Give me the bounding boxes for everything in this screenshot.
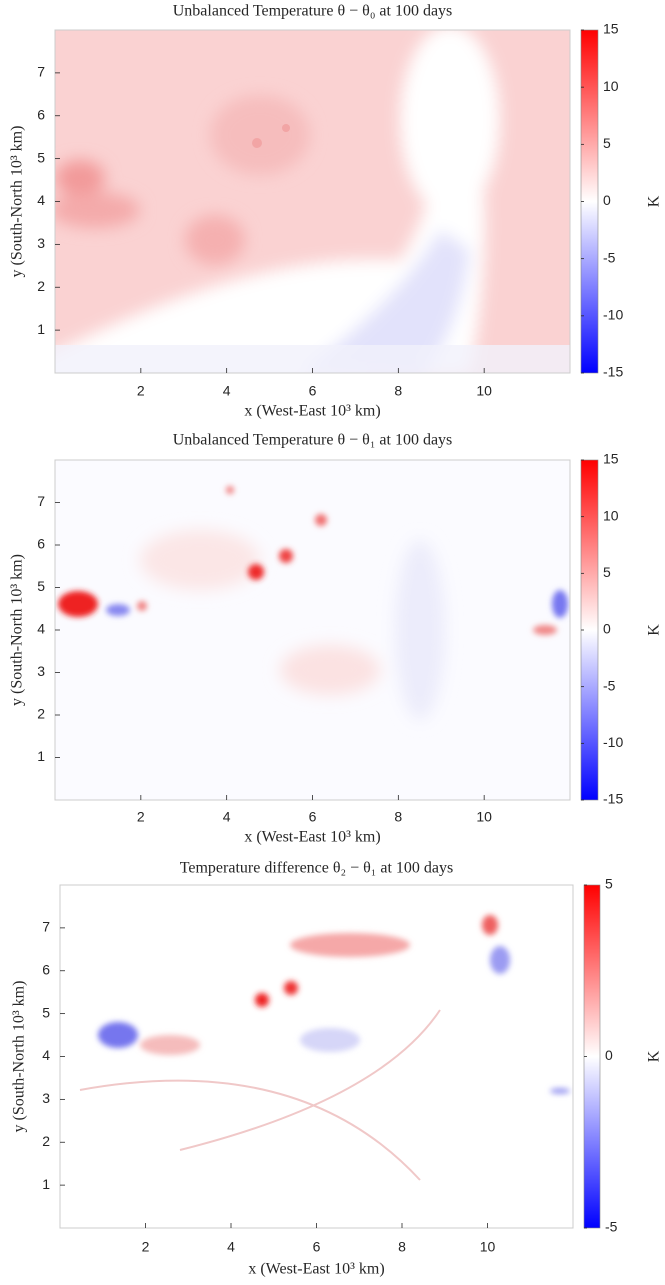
field — [55, 30, 570, 373]
colorbar-tick-label: -15 — [603, 791, 623, 807]
y-tick-label: 5 — [37, 578, 45, 594]
x-tick-label: 4 — [223, 383, 231, 399]
y-tick-label: 7 — [42, 919, 50, 935]
x-tick-label: 6 — [309, 809, 317, 825]
x-tick-label: 10 — [476, 383, 492, 399]
x-tick-label: 2 — [137, 809, 145, 825]
colorbar-tick-label: 15 — [603, 451, 619, 467]
colorbar-tick-label: 15 — [603, 21, 619, 37]
colorbar-tick-label: -5 — [605, 1219, 618, 1235]
y-tick-label: 6 — [37, 536, 45, 552]
y-tick-label: 4 — [42, 1047, 50, 1063]
x-tick-label: 2 — [142, 1239, 150, 1255]
y-axis-label: y (South-North 10³ km) — [9, 554, 26, 706]
colorbar-tick-label: 5 — [603, 135, 611, 151]
y-tick-label: 2 — [37, 278, 45, 294]
y-tick-label: 1 — [37, 321, 45, 337]
y-tick-label: 7 — [37, 64, 45, 80]
y-tick-label: 5 — [42, 1004, 50, 1020]
colorbar-label: K — [646, 1050, 663, 1062]
colorbar-tick-label: 0 — [603, 621, 611, 637]
y-tick-label: 1 — [37, 748, 45, 764]
y-tick-label: 3 — [37, 235, 45, 251]
colorbar-tick-label: 5 — [603, 564, 611, 580]
colorbar-tick-label: -5 — [603, 677, 616, 693]
x-tick-label: 6 — [309, 383, 317, 399]
colorbar-tick-label: 5 — [605, 876, 613, 892]
colorbar-tick-label: -5 — [603, 249, 616, 265]
y-tick-label: 3 — [37, 663, 45, 679]
colorbar-tick-label: 0 — [603, 192, 611, 208]
y-tick-label: 6 — [42, 961, 50, 977]
chart-title: Temperature difference θ₂ − θ₁ at 100 da… — [180, 860, 454, 877]
colorbar-tick-label: 10 — [603, 78, 619, 94]
colorbar-tick-label: 0 — [605, 1047, 613, 1063]
field — [60, 885, 573, 1228]
x-axis-label: x (West-East 10³ km) — [244, 829, 380, 846]
x-tick-label: 4 — [223, 809, 231, 825]
x-tick-label: 2 — [137, 383, 145, 399]
colorbar-tick-label: 10 — [603, 507, 619, 523]
y-tick-label: 5 — [37, 149, 45, 165]
x-tick-label: 10 — [476, 809, 492, 825]
chart-title: Unbalanced Temperature θ − θ₀ at 100 day… — [173, 3, 453, 20]
x-tick-label: 10 — [480, 1239, 496, 1255]
y-tick-label: 1 — [42, 1176, 50, 1192]
x-tick-label: 8 — [394, 383, 402, 399]
x-axis-label: x (West-East 10³ km) — [244, 403, 380, 420]
colorbar-tick-label: -10 — [603, 734, 623, 750]
y-axis-label: y (South-North 10³ km) — [9, 126, 26, 278]
colorbar-tick-label: -15 — [603, 364, 623, 380]
y-axis-label: y (South-North 10³ km) — [11, 981, 28, 1133]
chart-title: Unbalanced Temperature θ − θ₁ at 100 day… — [173, 432, 453, 449]
y-tick-label: 6 — [37, 106, 45, 122]
x-axis-label: x (West-East 10³ km) — [248, 1261, 384, 1278]
y-tick-label: 7 — [37, 493, 45, 509]
y-tick-label: 2 — [42, 1133, 50, 1149]
y-tick-label: 4 — [37, 192, 45, 208]
x-tick-label: 6 — [313, 1239, 321, 1255]
x-tick-label: 8 — [394, 809, 402, 825]
colorbar-tick-label: -10 — [603, 307, 623, 323]
y-tick-label: 4 — [37, 621, 45, 637]
colorbar-label: K — [646, 624, 663, 636]
x-tick-label: 8 — [398, 1239, 406, 1255]
x-tick-label: 4 — [227, 1239, 235, 1255]
y-tick-label: 2 — [37, 706, 45, 722]
field — [55, 460, 570, 800]
y-tick-label: 3 — [42, 1090, 50, 1106]
colorbar-label: K — [646, 195, 663, 207]
